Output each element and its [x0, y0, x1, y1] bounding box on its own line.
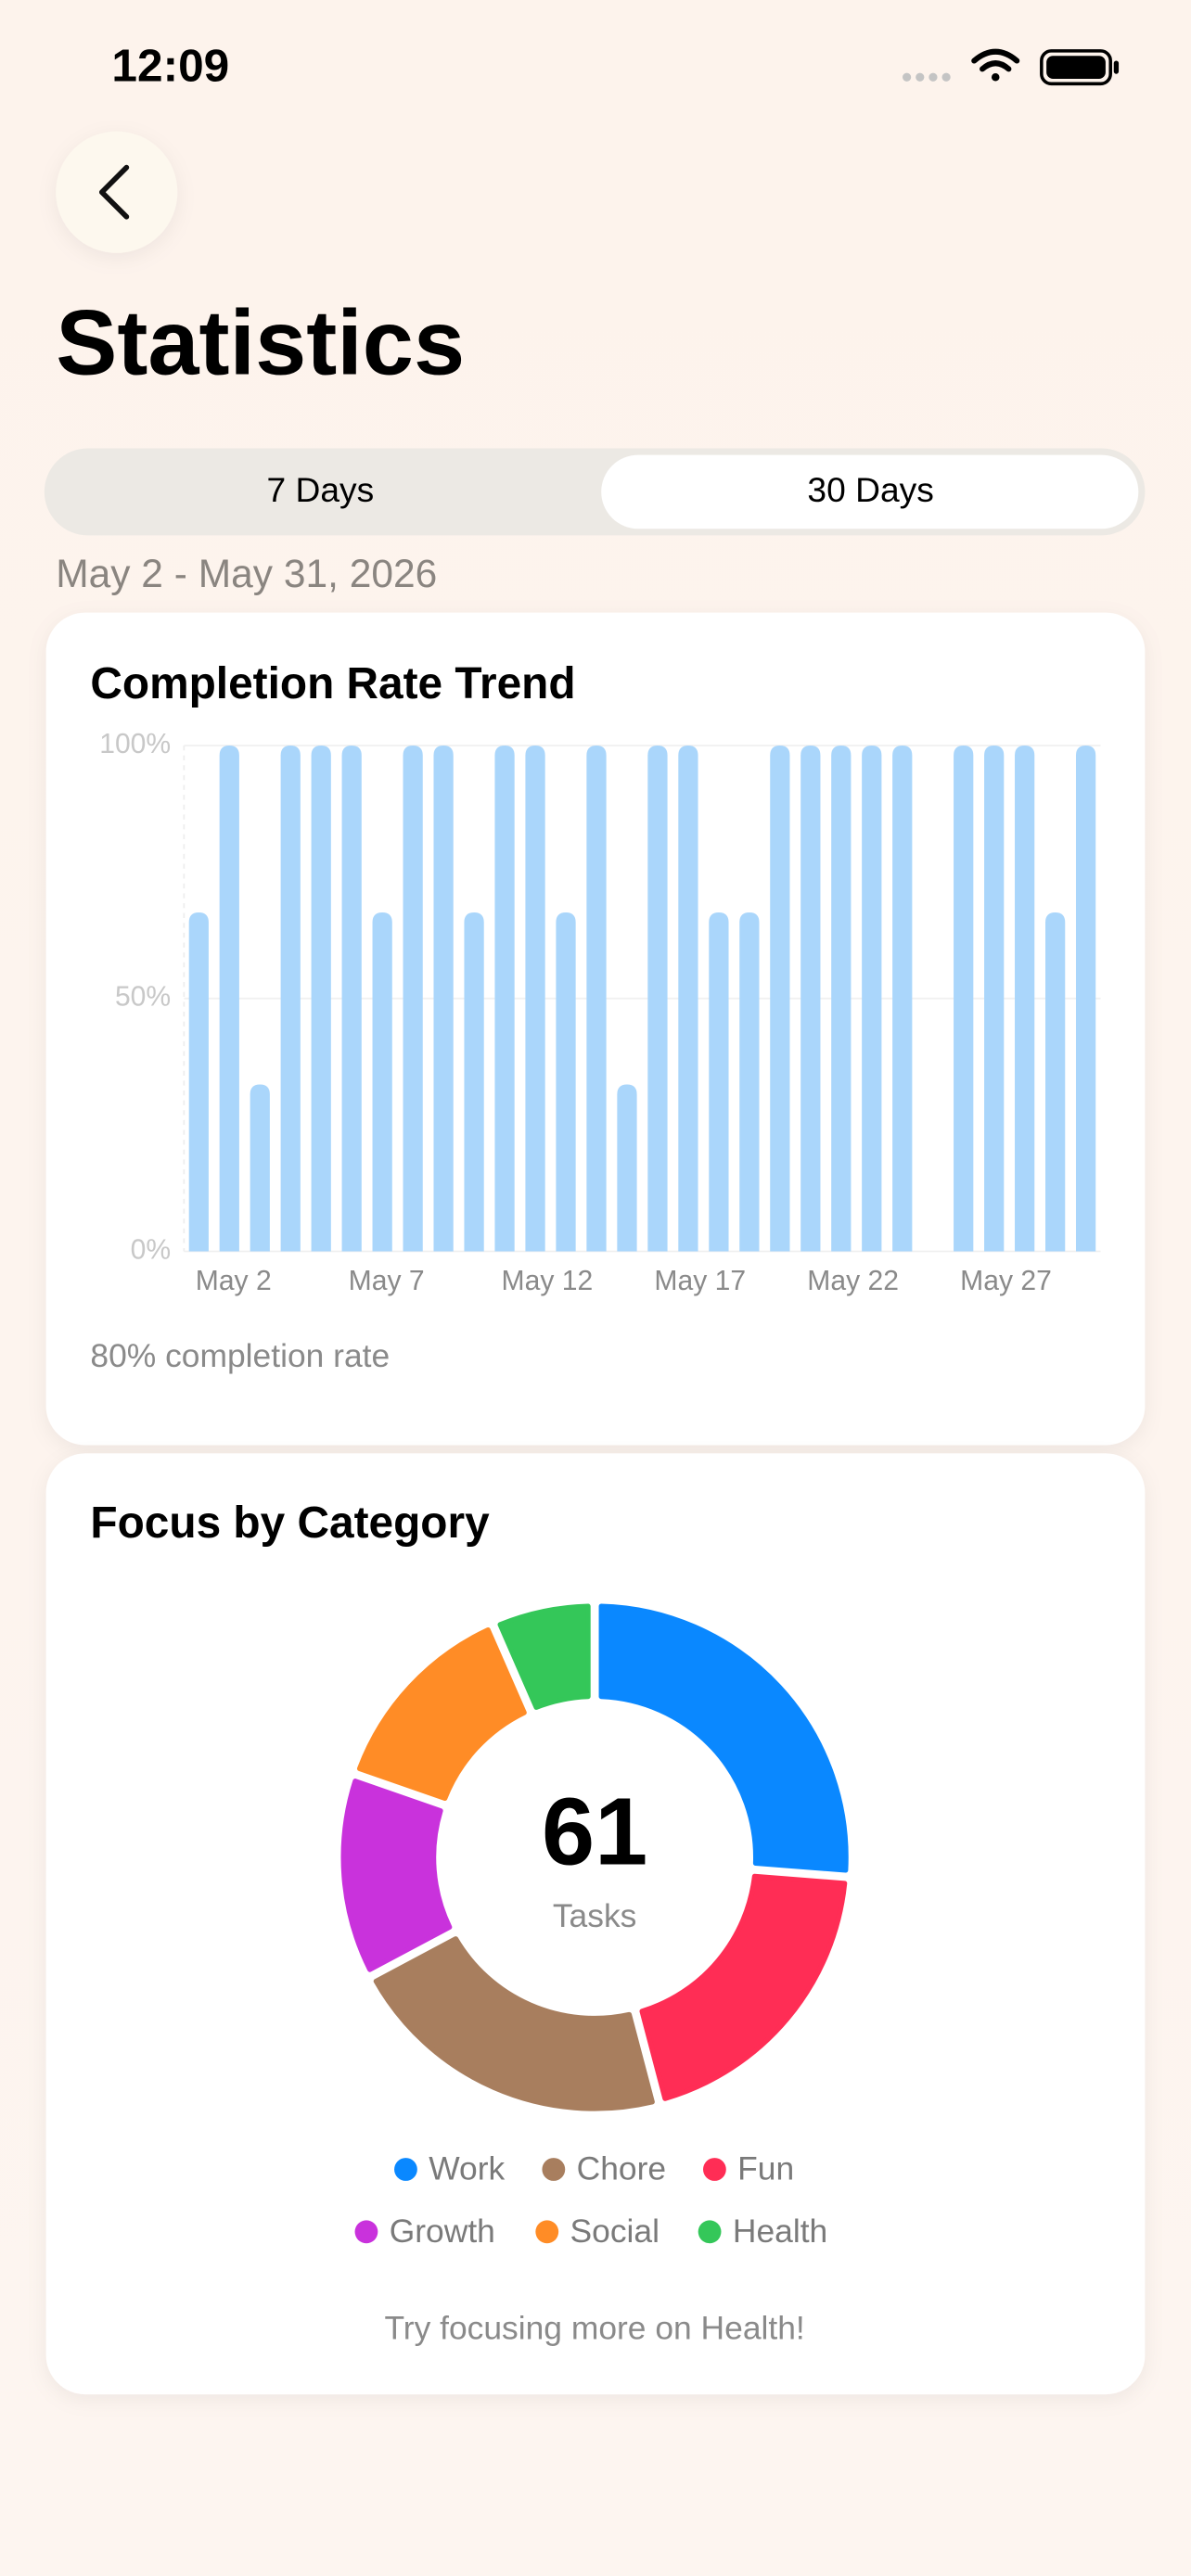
- donut-total: 61: [542, 1779, 647, 1885]
- bar: [709, 912, 729, 1252]
- bar: [280, 746, 301, 1252]
- legend-label: Social: [570, 2213, 660, 2250]
- bar: [219, 746, 239, 1252]
- x-tick-label: May 17: [654, 1266, 746, 1296]
- bar: [341, 746, 362, 1252]
- legend-label: Chore: [577, 2150, 666, 2187]
- bar: [984, 746, 1005, 1252]
- y-tick-label: 0%: [131, 1234, 172, 1265]
- bar: [617, 1084, 637, 1252]
- legend-swatch: [535, 2220, 559, 2244]
- legend-swatch: [542, 2158, 566, 2181]
- bar: [311, 746, 331, 1252]
- donut-segment: [373, 1936, 655, 2111]
- legend-swatch: [698, 2220, 722, 2244]
- bar: [372, 912, 392, 1252]
- bar: [586, 746, 607, 1252]
- donut-segment: [598, 1603, 849, 1873]
- bar: [862, 746, 882, 1252]
- bar: [188, 912, 209, 1252]
- bar: [770, 746, 790, 1252]
- completion-summary: 80% completion rate: [90, 1337, 390, 1374]
- card-title: Completion Rate Trend: [90, 659, 575, 708]
- bar: [647, 746, 668, 1252]
- x-tick-label: May 2: [196, 1266, 272, 1296]
- bar: [1045, 912, 1066, 1252]
- y-tick-label: 100%: [99, 729, 171, 759]
- legend-label: Fun: [737, 2150, 794, 2187]
- segment-label[interactable]: 30 Days: [807, 470, 933, 509]
- bar: [831, 746, 852, 1252]
- status-time: 12:09: [111, 39, 229, 91]
- bar: [250, 1084, 270, 1252]
- donut-center-label: Tasks: [553, 1897, 637, 1934]
- page-title: Statistics: [56, 291, 465, 394]
- x-tick-label: May 27: [960, 1266, 1052, 1296]
- bar: [525, 746, 545, 1252]
- category-card: [45, 1453, 1146, 2395]
- tip-text: Try focusing more on Health!: [384, 2309, 804, 2346]
- bar: [433, 746, 454, 1252]
- bar: [556, 912, 576, 1252]
- legend-label: Health: [733, 2213, 827, 2250]
- battery-icon: [1040, 49, 1120, 86]
- legend-label: Work: [429, 2150, 505, 2187]
- donut-segment: [497, 1603, 591, 1710]
- donut-segment: [356, 1626, 527, 1801]
- donut-segment: [639, 1873, 848, 2101]
- x-tick-label: May 22: [807, 1266, 899, 1296]
- legend-label: Growth: [390, 2213, 495, 2250]
- bar: [954, 746, 974, 1252]
- wifi-icon: [971, 48, 1020, 82]
- segment-selected[interactable]: [601, 454, 1139, 529]
- bar: [464, 912, 484, 1252]
- signal-icon: [903, 72, 951, 82]
- donut-segment: [340, 1779, 453, 1972]
- y-tick-label: 50%: [115, 982, 171, 1013]
- bar: [403, 746, 423, 1252]
- bar: [494, 746, 515, 1252]
- legend-swatch: [394, 2158, 417, 2181]
- back-button[interactable]: [56, 131, 178, 253]
- x-tick-label: May 7: [349, 1266, 425, 1296]
- x-tick-label: May 12: [502, 1266, 594, 1296]
- segment-label[interactable]: 7 Days: [266, 470, 374, 509]
- date-range: May 2 - May 31, 2026: [56, 553, 437, 596]
- bar: [739, 912, 760, 1252]
- bar: [1015, 746, 1035, 1252]
- segments: 7 Days 30 Days: [266, 454, 1139, 529]
- legend-swatch: [354, 2220, 378, 2244]
- legend-swatch: [703, 2158, 726, 2181]
- bar: [678, 746, 698, 1252]
- bar: [800, 746, 821, 1252]
- bar: [1075, 746, 1096, 1252]
- card-title: Focus by Category: [90, 1498, 490, 1548]
- bar: [892, 746, 913, 1252]
